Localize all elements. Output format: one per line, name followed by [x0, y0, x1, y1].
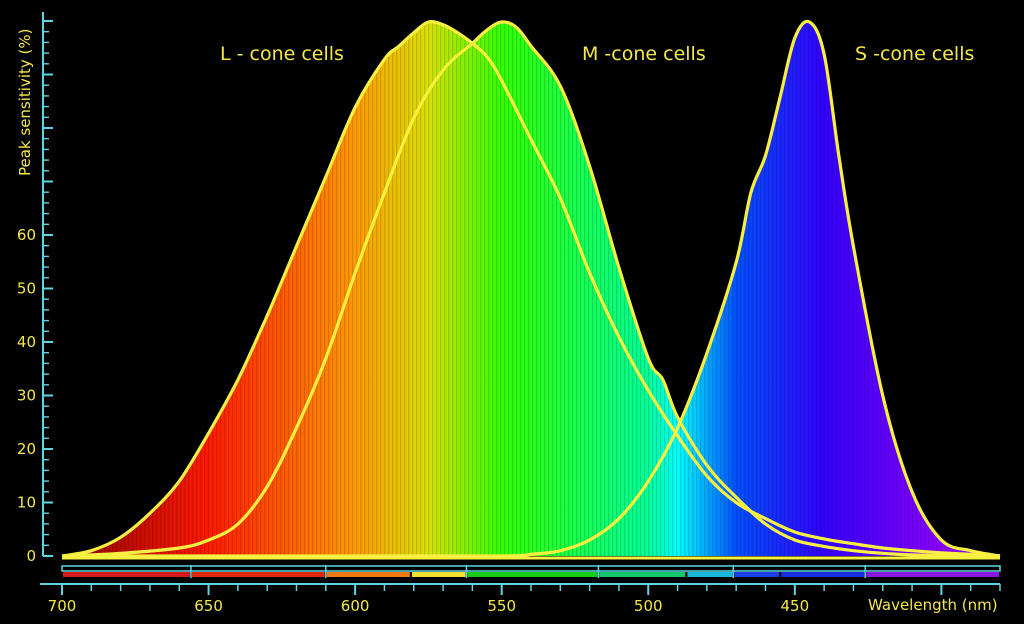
- band-color-9: [866, 572, 999, 577]
- band-color-2: [326, 572, 410, 577]
- x-axis-title: Wavelength (nm): [868, 596, 998, 614]
- s-cone-curve: [62, 19, 1001, 558]
- legend-l-cone: L - cone cells: [220, 43, 344, 65]
- band-color-7: [734, 572, 780, 577]
- band-color-8: [781, 572, 865, 577]
- y-tick-label: 0: [26, 547, 36, 565]
- band-outline: [61, 565, 1001, 572]
- y-axis: 0 10 20 30 40 50 60: [17, 12, 53, 565]
- curve-outlines: [61, 19, 1001, 560]
- band-color-4: [467, 572, 598, 577]
- y-tick-label: 60: [17, 226, 36, 244]
- band-color-6: [687, 572, 733, 577]
- x-tick-label: 500: [634, 597, 663, 615]
- y-tick-label: 40: [17, 333, 36, 351]
- y-axis-title: Peak sensitivity (%): [16, 29, 34, 177]
- x-tick-label: 650: [194, 597, 223, 615]
- band-color-0: [63, 572, 190, 577]
- band-color-1: [191, 572, 325, 577]
- x-tick-label: 600: [341, 597, 370, 615]
- band-color-5: [599, 572, 686, 577]
- x-tick-label: 700: [48, 597, 77, 615]
- s-cone-area-stripes: [62, 21, 1000, 557]
- m-cone-area-stripes: [62, 21, 1000, 556]
- curve-fills: [62, 21, 1000, 557]
- m-cone-curve: [61, 20, 1001, 558]
- legend-s-cone: S -cone cells: [855, 43, 974, 65]
- y-tick-label: 30: [17, 387, 36, 405]
- y-tick-label: 50: [17, 280, 36, 298]
- color-band-bars: [61, 565, 1001, 578]
- x-tick-label: 450: [780, 597, 809, 615]
- x-axis: 700 650 600 550 500 450: [40, 583, 1001, 615]
- x-tick-label: 550: [487, 597, 516, 615]
- y-tick-label: 10: [17, 494, 36, 512]
- legend-m-cone: M -cone cells: [582, 43, 706, 65]
- l-cone-curve: [61, 20, 1001, 558]
- y-tick-label: 20: [17, 440, 36, 458]
- band-color-3: [411, 572, 466, 577]
